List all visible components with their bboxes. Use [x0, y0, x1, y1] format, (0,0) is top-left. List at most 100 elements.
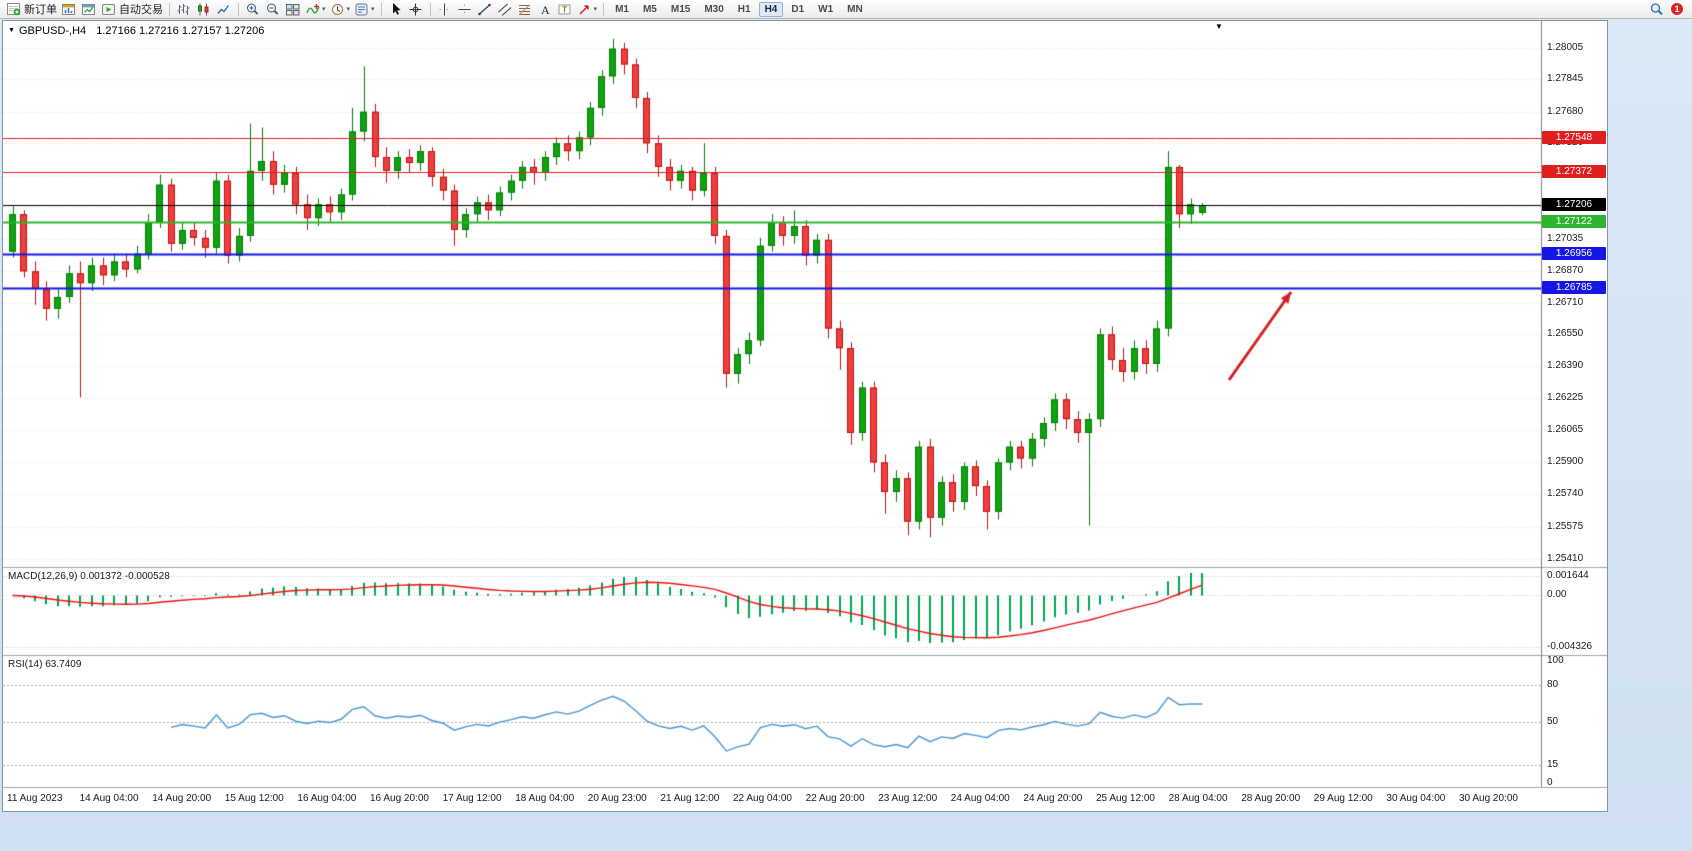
trendline-button[interactable]	[475, 1, 495, 18]
chart-shift-marker-icon[interactable]: ▼	[1215, 22, 1223, 31]
auto-trading-button[interactable]: 自动交易	[99, 1, 165, 18]
vertical-line-button[interactable]	[435, 1, 455, 18]
chart-window-button[interactable]	[59, 1, 79, 18]
fibonacci-button[interactable]	[515, 1, 535, 18]
price-axis-tick: 1.25575	[1547, 521, 1584, 532]
price-chart-canvas[interactable]	[3, 21, 1607, 811]
time-axis-label: 21 Aug 12:00	[660, 793, 720, 804]
timeframe-m1-button[interactable]: M1	[615, 3, 629, 15]
profiles-button[interactable]	[79, 1, 99, 18]
horizontal-line-icon	[457, 2, 473, 17]
price-axis-tick: 1.26710	[1547, 297, 1584, 308]
price-axis-tick: 1.26390	[1547, 360, 1584, 371]
new-order-button[interactable]: 新订单	[4, 1, 59, 18]
candlestick-chart-button[interactable]	[194, 1, 214, 18]
search-icon[interactable]	[1649, 2, 1665, 17]
chart-window-icon	[61, 2, 77, 17]
main-toolbar: 新订单 自动交易 ▾ ▾ ▾ A T ▾ M1 M5 M15 M30 H1 H4 D1 W1 MN 1	[0, 0, 1692, 19]
time-axis-label: 30 Aug 04:00	[1386, 793, 1446, 804]
channel-button[interactable]	[495, 1, 515, 18]
fibonacci-icon	[517, 2, 533, 17]
text-icon: A	[537, 2, 553, 17]
timeframe-h4-button[interactable]: H4	[758, 1, 784, 17]
svg-text:T: T	[562, 5, 567, 14]
templates-button[interactable]: ▾	[352, 1, 377, 18]
macd-pane[interactable]	[3, 569, 1607, 654]
price-pane[interactable]	[3, 21, 1607, 566]
line-chart-icon	[216, 2, 232, 17]
time-axis-label: 16 Aug 20:00	[370, 793, 429, 804]
toolbar-right-group: 1	[1649, 2, 1688, 17]
indicators-icon	[305, 2, 321, 17]
price-axis-tick: 1.27035	[1547, 233, 1584, 244]
rsi-axis-tick: 50	[1547, 716, 1559, 727]
rsi-pane[interactable]	[3, 657, 1607, 787]
templates-icon	[354, 2, 370, 17]
arrows-button[interactable]: ▾	[575, 1, 600, 18]
svg-text:A: A	[541, 3, 550, 17]
toolbar-separator	[169, 2, 170, 16]
zoom-in-button[interactable]	[243, 1, 263, 18]
price-axis-tick: 1.26550	[1547, 328, 1584, 339]
zoom-out-icon	[265, 2, 281, 17]
tile-windows-button[interactable]	[283, 1, 303, 18]
zoom-out-button[interactable]	[263, 1, 283, 18]
time-axis-label: 28 Aug 04:00	[1168, 793, 1228, 804]
time-axis-label: 23 Aug 12:00	[878, 793, 938, 804]
chart-symbol-label: ▼ GBPUSD-,H4 1.27166 1.27216 1.27157 1.272…	[8, 25, 264, 37]
new-order-icon	[6, 2, 22, 17]
timeframe-w1-button[interactable]: W1	[818, 3, 834, 15]
toolbar-button-groups: 新订单 自动交易 ▾ ▾ ▾ A T ▾ M1 M5 M15 M30 H1 H4 D1 W1 MN	[4, 0, 870, 18]
price-axis-tick: 1.26225	[1547, 392, 1584, 403]
toolbar-separator	[238, 2, 239, 16]
bar-chart-button[interactable]	[174, 1, 194, 18]
price-axis-tick: 1.28005	[1547, 42, 1584, 53]
crosshair-button[interactable]	[406, 1, 426, 18]
dropdown-caret-icon: ▾	[346, 6, 351, 13]
text-button[interactable]: A	[535, 1, 555, 18]
timeframe-m15-button[interactable]: M15	[670, 3, 691, 15]
time-axis-label: 16 Aug 04:00	[297, 793, 357, 804]
time-axis-label: 30 Aug 20:00	[1459, 793, 1518, 804]
auto-trading-icon	[101, 2, 117, 17]
price-tag-1.27206: 1.27206	[1542, 198, 1606, 211]
timeframe-m30-button[interactable]: M30	[704, 3, 724, 15]
channel-icon	[497, 2, 513, 17]
rsi-indicator-label: RSI(14) 63.7409	[8, 659, 81, 670]
line-chart-button[interactable]	[214, 1, 234, 18]
time-axis-label: 29 Aug 12:00	[1313, 793, 1373, 804]
time-axis-label: 22 Aug 04:00	[733, 793, 792, 804]
macd-axis-tick: -0.004326	[1547, 641, 1593, 652]
rsi-axis-tick: 80	[1547, 679, 1559, 690]
periods-button[interactable]: ▾	[328, 1, 353, 18]
timeframe-switcher: M1 M5 M15 M30 H1 H4 D1 W1 MN	[608, 1, 870, 17]
macd-axis-tick: 0.001644	[1547, 570, 1589, 581]
toolbar-separator	[603, 2, 605, 16]
bar-chart-icon	[176, 2, 192, 17]
rsi-axis-tick: 15	[1547, 759, 1559, 770]
dropdown-caret-icon: ▾	[371, 6, 375, 13]
time-axis-label: 20 Aug 23:00	[587, 793, 647, 804]
timeframe-h1-button[interactable]: H1	[737, 3, 751, 15]
macd-main-value: 0.001372	[80, 571, 122, 582]
timeframe-d1-button[interactable]: D1	[791, 3, 805, 15]
toolbar-separator	[380, 2, 382, 16]
timeframe-mn-button[interactable]: MN	[847, 3, 863, 15]
cursor-button[interactable]	[386, 1, 406, 18]
text-label-icon: T	[557, 2, 573, 17]
one-click-trading-arrow-icon[interactable]: ▼	[8, 27, 15, 34]
price-axis-tick: 1.26065	[1547, 424, 1584, 435]
price-tag-1.27548: 1.27548	[1542, 131, 1606, 144]
new-order-label: 新订单	[24, 4, 57, 16]
time-axis-label: 25 Aug 12:00	[1096, 793, 1155, 804]
price-tag-1.26785: 1.26785	[1542, 281, 1606, 294]
price-axis-tick: 1.25740	[1547, 488, 1584, 499]
timeframe-m5-button[interactable]: M5	[642, 3, 657, 15]
rsi-axis-tick: 100	[1547, 655, 1564, 666]
indicators-button[interactable]: ▾	[303, 1, 328, 18]
text-label-button[interactable]: T	[555, 1, 575, 18]
notification-badge[interactable]: 1	[1670, 2, 1684, 16]
horizontal-line-button[interactable]	[455, 1, 475, 18]
price-axis-tick: 1.26870	[1547, 265, 1584, 276]
profiles-icon	[81, 2, 97, 17]
